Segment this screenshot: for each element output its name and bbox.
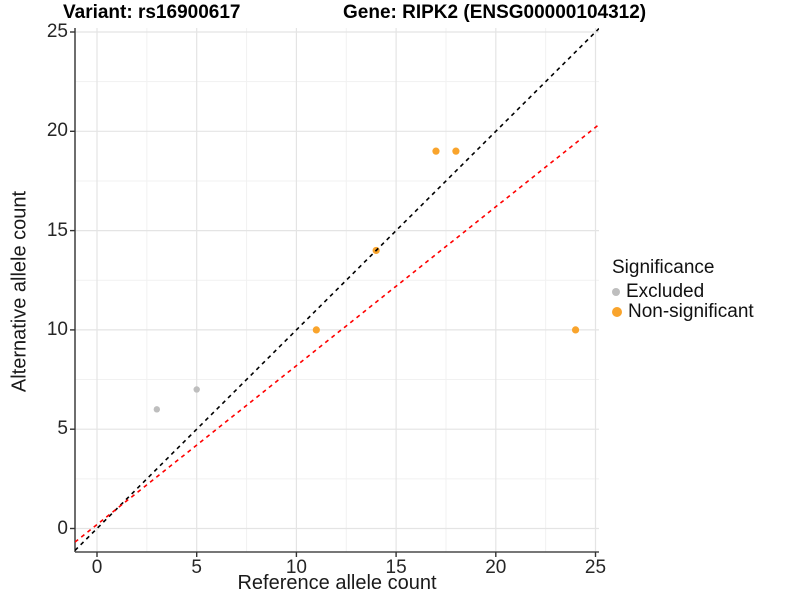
identity-line: [75, 28, 599, 551]
y-axis-title: Alternative allele count: [8, 190, 31, 393]
y-tick-label: 25: [46, 21, 68, 42]
data-point-excluded: [193, 386, 200, 393]
y-tick-label: 20: [46, 120, 68, 142]
y-tick-label: 15: [46, 219, 68, 241]
x-tick-label: 5: [191, 557, 202, 578]
x-tick-label: 25: [584, 557, 607, 578]
data-point-non-significant: [571, 326, 580, 334]
data-point-non-significant: [312, 326, 320, 334]
gene-title: Gene: RIPK2 (ENSG00000104312): [343, 2, 647, 23]
y-tick-label: 5: [57, 418, 68, 440]
data-point-excluded: [153, 406, 161, 413]
variant-title: Variant: rs16900617: [63, 2, 241, 23]
legend-item-label: Non-significant: [628, 301, 754, 322]
excluded-dot-icon: [612, 288, 620, 296]
legend-item-excluded: Excluded: [612, 281, 754, 302]
expected-line: [75, 123, 599, 543]
y-tick-label: 10: [46, 318, 68, 340]
data-point-non-significant: [452, 147, 460, 155]
legend-item-non-significant: Non-significant: [612, 301, 754, 322]
data-layer: [75, 28, 599, 551]
x-tick-label: 0: [91, 557, 103, 578]
x-tick-label: 10: [285, 557, 307, 578]
legend-item-label: Excluded: [626, 281, 705, 302]
y-tick-label: 0: [57, 517, 68, 539]
x-axis-title: Reference allele count: [237, 572, 437, 594]
non-significant-dot-icon: [612, 307, 622, 317]
legend: Significance Excluded Non-significant: [612, 257, 754, 322]
x-tick-label: 15: [385, 557, 407, 578]
x-tick-label: 20: [485, 557, 507, 578]
data-point-non-significant: [432, 147, 440, 155]
legend-title: Significance: [612, 257, 715, 278]
